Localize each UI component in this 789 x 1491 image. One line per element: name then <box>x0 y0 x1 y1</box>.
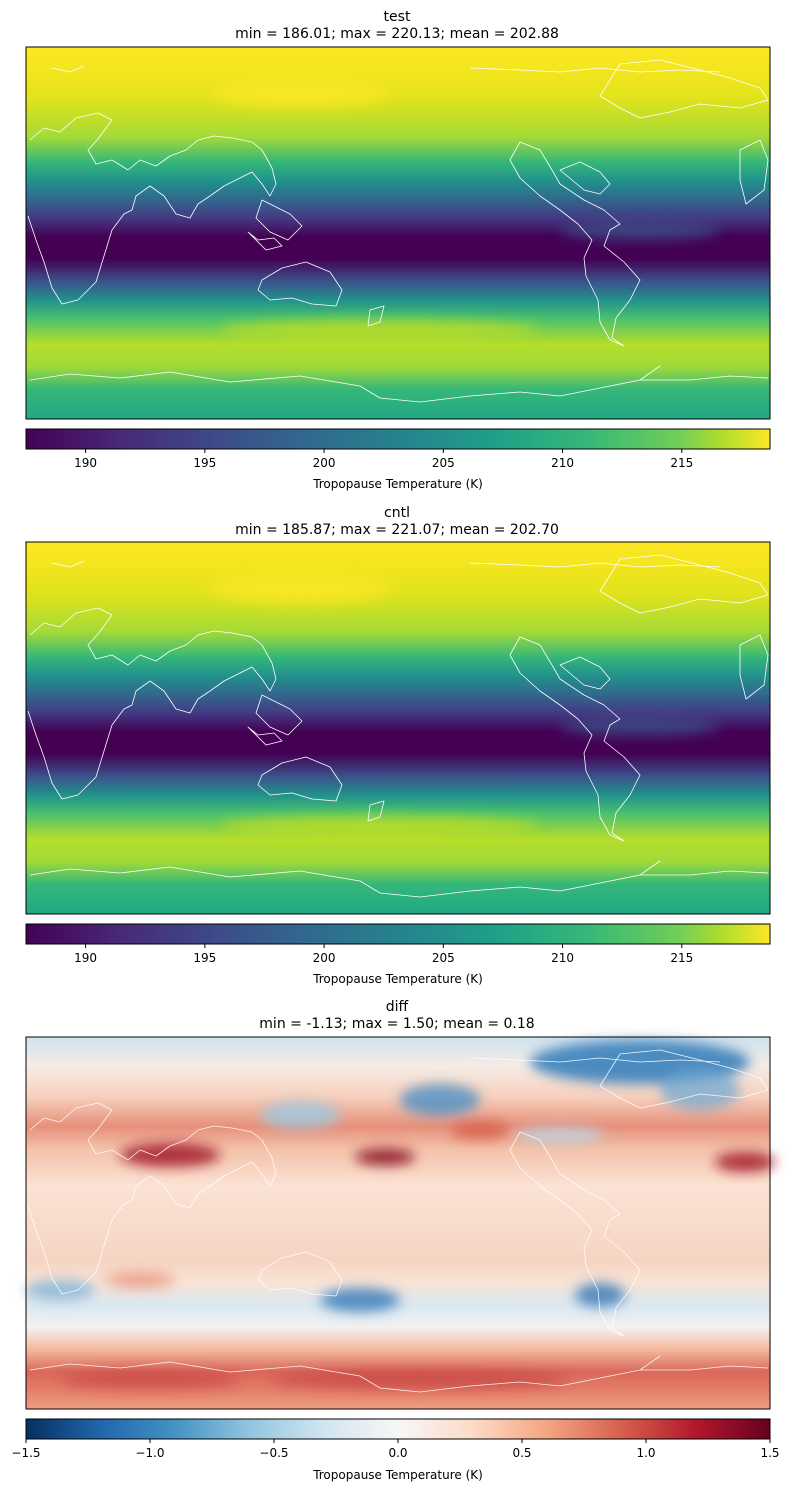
colorbar-tick-label: 190 <box>74 456 97 470</box>
colorbar-label: Tropopause Temperature (K) <box>312 972 483 986</box>
coastlines <box>27 1049 769 1393</box>
map-frame <box>25 1036 771 1410</box>
colorbar-ticks: 190 195 200 205 210 215 <box>74 944 693 965</box>
map-field-detail <box>210 76 720 340</box>
panel-subtitle: min = 186.01; max = 220.13; mean = 202.8… <box>235 26 559 42</box>
map-field-detail <box>25 1040 775 1390</box>
colorbar-tick-label: −1.0 <box>135 1446 164 1460</box>
coastlines <box>27 59 769 403</box>
map-field <box>26 1037 770 1409</box>
colorbar-label: Tropopause Temperature (K) <box>312 1468 483 1482</box>
panel-title: cntl <box>384 505 410 521</box>
colorbar-tick-label: 195 <box>193 951 216 965</box>
colorbar-tick-label: 215 <box>670 951 693 965</box>
panel-diff: diff min = -1.13; max = 1.50; mean = 0.1… <box>11 999 779 1482</box>
map-field-detail <box>210 572 720 836</box>
colorbar-tick-label: 1.0 <box>636 1446 655 1460</box>
colorbar <box>25 923 771 945</box>
colorbar <box>25 1418 771 1440</box>
colorbar-ticks: 190 195 200 205 210 215 <box>74 449 693 470</box>
coastlines <box>27 554 769 898</box>
colorbar-tick-label: −1.5 <box>11 1446 40 1460</box>
colorbar-tick-label: 190 <box>74 951 97 965</box>
colorbar-ticks: −1.5 −1.0 −0.5 0.0 0.5 1.0 1.5 <box>11 1439 780 1460</box>
panel-title: test <box>384 9 411 25</box>
map-frame <box>25 46 771 420</box>
colorbar-tick-label: −0.5 <box>259 1446 288 1460</box>
panel-test: test min = 186.01; max = 220.13; mean = … <box>25 9 771 491</box>
panel-cntl: cntl min = 185.87; max = 221.07; mean = … <box>25 505 771 986</box>
colorbar-tick-label: 205 <box>432 951 455 965</box>
panel-subtitle: min = -1.13; max = 1.50; mean = 0.18 <box>259 1016 534 1032</box>
colorbar-tick-label: 205 <box>432 456 455 470</box>
map-frame <box>25 541 771 915</box>
colorbar-tick-label: 0.0 <box>388 1446 407 1460</box>
colorbar-tick-label: 215 <box>670 456 693 470</box>
colorbar-label: Tropopause Temperature (K) <box>312 477 483 491</box>
colorbar <box>25 428 771 450</box>
panel-title: diff <box>386 999 409 1015</box>
colorbar-tick-label: 210 <box>551 951 574 965</box>
colorbar-tick-label: 1.5 <box>760 1446 779 1460</box>
panel-subtitle: min = 185.87; max = 221.07; mean = 202.7… <box>235 522 559 538</box>
colorbar-tick-label: 200 <box>313 456 336 470</box>
colorbar-tick-label: 0.5 <box>512 1446 531 1460</box>
colorbar-tick-label: 200 <box>313 951 336 965</box>
colorbar-tick-label: 210 <box>551 456 574 470</box>
colorbar-tick-label: 195 <box>193 456 216 470</box>
